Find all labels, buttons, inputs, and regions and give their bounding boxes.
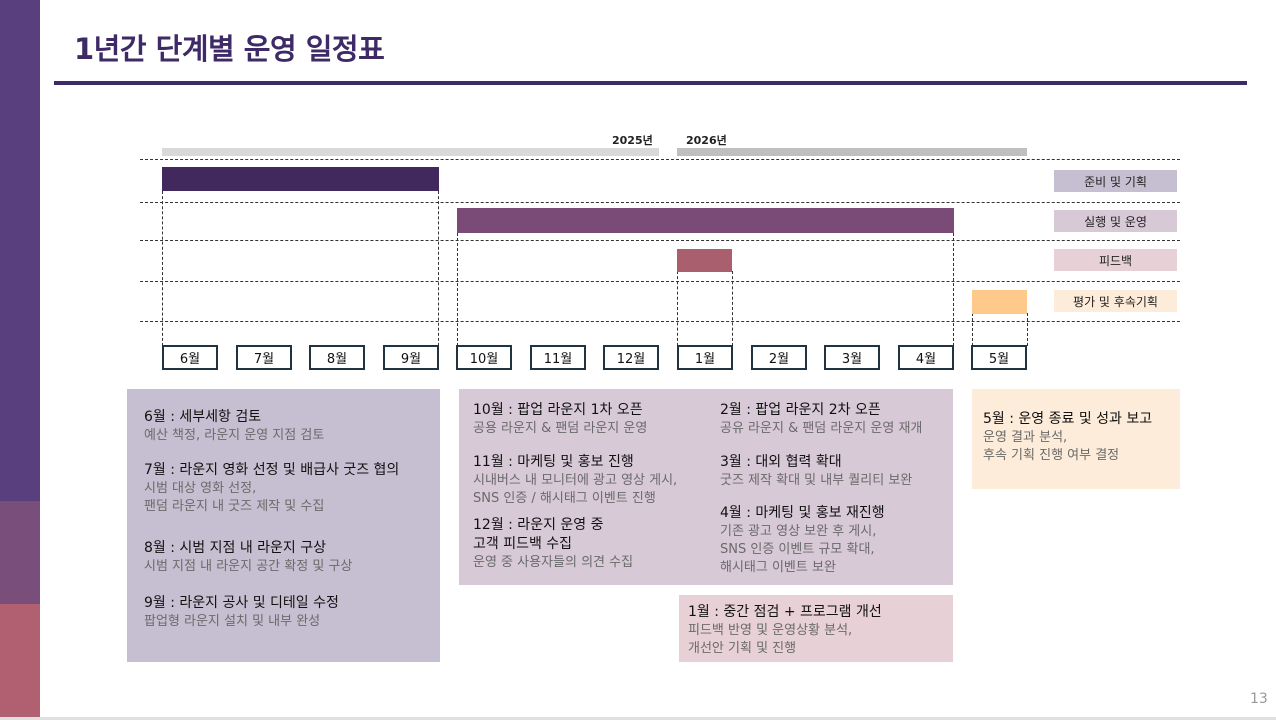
- detail-item: 1월 : 중간 점검 + 프로그램 개선 피드백 반영 및 운영상황 분석, 개…: [688, 604, 882, 656]
- grid-line: [140, 321, 1180, 322]
- detail-item: 11월 : 마케팅 및 홍보 진행 시내버스 내 모니터에 광고 영상 게시, …: [473, 454, 678, 506]
- month-box: 3월: [824, 345, 880, 370]
- sidebar-accent-middle: [0, 501, 40, 604]
- month-box: 8월: [309, 345, 365, 370]
- detail-item: 10월 : 팝업 라운지 1차 오픈 공용 라운지 & 팬덤 라운지 운영: [473, 402, 648, 436]
- sidebar-accent: [0, 0, 40, 717]
- detail-item: 4월 : 마케팅 및 홍보 재진행 기존 광고 영상 보완 후 게시, SNS …: [720, 505, 885, 575]
- guide-line: [1027, 313, 1028, 346]
- gantt-bar-feedback: [677, 249, 732, 272]
- gantt-bar-exec: [457, 208, 954, 233]
- month-box: 2월: [751, 345, 807, 370]
- month-box: 11월: [530, 345, 586, 370]
- sidebar-accent-bottom: [0, 604, 40, 717]
- detail-item: 3월 : 대외 협력 확대 굿즈 제작 확대 및 내부 퀄리티 보완: [720, 454, 913, 488]
- detail-item: 12월 : 라운지 운영 중 고객 피드백 수집 운영 중 사용자들의 의견 수…: [473, 517, 634, 570]
- year-label-2025: 2025년: [612, 134, 653, 147]
- month-box: 9월: [383, 345, 439, 370]
- guide-line: [732, 271, 733, 346]
- month-box: 5월: [971, 345, 1027, 370]
- grid-line: [140, 281, 1180, 282]
- grid-line: [140, 202, 1180, 203]
- gantt-bar-prep: [162, 167, 439, 191]
- month-box: 6월: [162, 345, 218, 370]
- phase-tag-prep: 준비 및 기획: [1054, 170, 1177, 192]
- detail-item: 9월 : 라운지 공사 및 디테일 수정 팝업형 라운지 설치 및 내부 완성: [144, 595, 339, 629]
- detail-item: 2월 : 팝업 라운지 2차 오픈 공유 라운지 & 팬덤 라운지 운영 재개: [720, 402, 923, 436]
- phase-tag-exec: 실행 및 운영: [1054, 210, 1177, 232]
- detail-item: 8월 : 시범 지점 내 라운지 구상 시범 지점 내 라운지 공간 확정 및 …: [144, 540, 353, 574]
- feedback-detail-box: [679, 595, 953, 662]
- guide-line: [677, 271, 678, 346]
- guide-line: [438, 191, 439, 346]
- year-bar-2025: [162, 148, 659, 156]
- month-box: 1월: [677, 345, 733, 370]
- eval-detail-box: [972, 389, 1180, 489]
- month-box: 7월: [236, 345, 292, 370]
- guide-line: [457, 233, 458, 346]
- exec-detail-box: [459, 389, 953, 585]
- month-box: 12월: [603, 345, 659, 370]
- detail-item: 6월 : 세부세항 검토 예산 책정, 라운지 운영 지점 검토: [144, 409, 325, 443]
- guide-line: [972, 313, 973, 346]
- detail-item: 7월 : 라운지 영화 선정 및 배급사 굿즈 협의 시범 대상 영화 선정, …: [144, 462, 400, 514]
- guide-line: [953, 233, 954, 346]
- phase-tag-feedback: 피드백: [1054, 249, 1177, 271]
- grid-line: [140, 240, 1180, 241]
- phase-tag-eval: 평가 및 후속기획: [1054, 290, 1177, 312]
- prep-detail-box: [127, 389, 440, 662]
- month-box: 4월: [898, 345, 954, 370]
- title-underline: [54, 81, 1247, 85]
- year-bar-2026: [677, 148, 1027, 156]
- year-label-2026: 2026년: [686, 134, 727, 147]
- detail-item: 5월 : 운영 종료 및 성과 보고 운영 결과 분석, 후속 기획 진행 여부…: [983, 411, 1153, 463]
- bottom-divider: [0, 717, 1276, 720]
- month-box: 10월: [456, 345, 512, 370]
- grid-line: [140, 159, 1180, 160]
- gantt-bar-eval: [972, 290, 1027, 314]
- guide-line: [162, 191, 163, 346]
- sidebar-accent-top: [0, 0, 40, 501]
- page-number: 13: [1250, 691, 1268, 707]
- page-title: 1년간 단계별 운영 일정표: [74, 32, 385, 66]
